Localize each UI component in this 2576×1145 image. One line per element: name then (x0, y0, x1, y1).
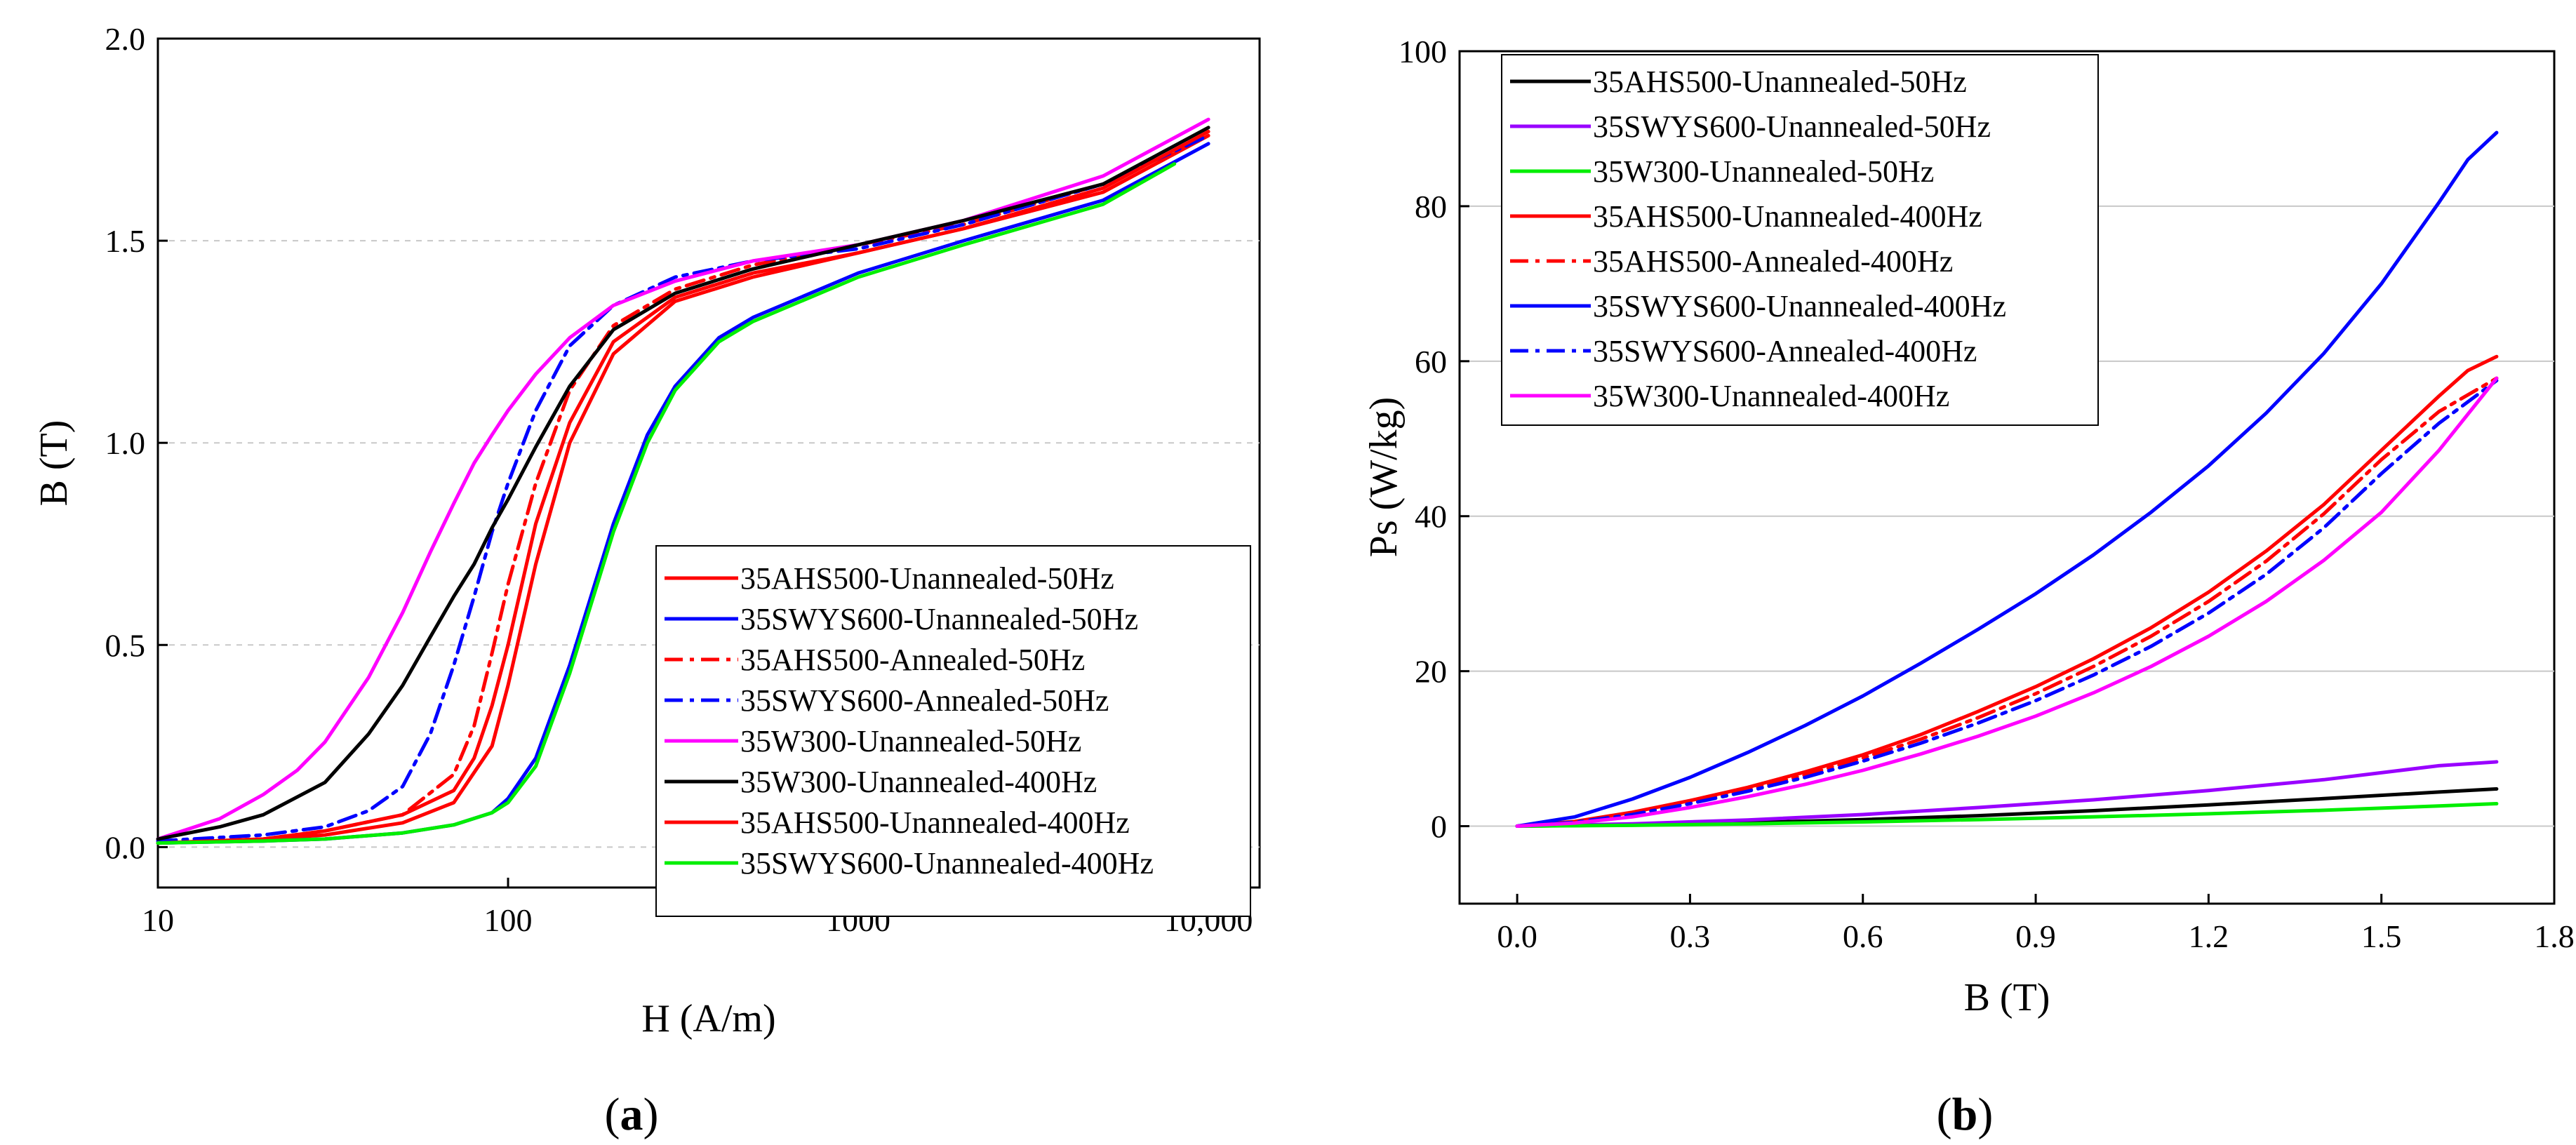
panel-a-x-axis-title: H (A/m) (641, 997, 775, 1040)
y-tick-label: 0 (1431, 809, 1447, 845)
legend-label: 35SWYS600-Unannealed-400Hz (740, 846, 1154, 880)
x-tick-label: 100 (484, 902, 533, 938)
series-line-2 (1515, 760, 2499, 828)
y-tick-label: 80 (1415, 189, 1447, 225)
series-line-6 (1515, 130, 2499, 828)
panel-a-y-axis-title: B (T) (32, 420, 76, 507)
panel-b-plot-frame (1458, 50, 2556, 905)
legend-label: 35SWYS600-Unannealed-400Hz (1593, 289, 2006, 323)
y-tick-label: 60 (1415, 344, 1447, 380)
x-tick-label: 10 (142, 902, 174, 938)
y-tick-label: 0.0 (105, 829, 146, 865)
y-tick-label: 20 (1415, 654, 1447, 690)
legend-label: 35AHS500-Unannealed-50Hz (740, 561, 1114, 596)
legend-label: 35AHS500-Unannealed-400Hz (1593, 199, 1982, 234)
series-line-3 (1515, 802, 2499, 828)
panel-b-x-axis-title: B (T) (1964, 976, 2050, 1019)
series-line-7 (1515, 378, 2499, 828)
series-line-5 (156, 117, 1210, 841)
y-tick-label: 1.5 (105, 223, 146, 259)
x-tick-label: 1.8 (2534, 918, 2575, 954)
series-line-4 (1515, 354, 2499, 828)
panel-a-legend-box (655, 545, 1251, 917)
panel-a-caption: (a) (605, 1089, 659, 1140)
series-line-4 (156, 133, 1210, 843)
x-tick-label: 1.2 (2189, 918, 2229, 954)
legend-label: 35SWYS600-Annealed-50Hz (740, 683, 1109, 718)
panel-b-y-ticks: 0 20 40 60 80 100 (1399, 34, 1469, 845)
panel-a-legend: 35AHS500-Unannealed-50Hz 35SWYS600-Unanne… (655, 545, 1251, 917)
panel-b-legend: 35AHS500-Unannealed-50Hz 35SWYS600-Unanne… (1501, 54, 2099, 426)
panel-a-series-group (156, 117, 1210, 845)
x-tick-label: 0.3 (1670, 918, 1711, 954)
legend-label: 35SWYS600-Unannealed-50Hz (1593, 109, 1991, 144)
panel-a-y-ticks: 0.0 0.5 1.0 1.5 2.0 (105, 21, 168, 865)
legend-label: 35SWYS600-Annealed-400Hz (1593, 334, 1977, 368)
series-line-8 (156, 162, 1177, 845)
legend-label: 35W300-Unannealed-50Hz (740, 724, 1081, 758)
panel-b-chart: 0.0 0.3 0.6 0.9 1.2 1.5 1.8 0 20 40 60 80 100 B (T)… (1362, 34, 2575, 1140)
panel-b-y-axis-title: Ps (W/kg) (1362, 397, 1406, 558)
panel-b-legend-box (1501, 54, 2099, 426)
x-tick-label: 0.0 (1497, 918, 1537, 954)
panel-a-letter: a (620, 1089, 643, 1140)
legend-label: 35AHS500-Unannealed-400Hz (740, 805, 1130, 840)
panel-b-series-group (1515, 130, 2499, 828)
legend-label: 35W300-Unannealed-50Hz (1593, 154, 1934, 189)
panel-b-x-ticks: 0.0 0.3 0.6 0.9 1.2 1.5 1.8 (1497, 894, 2575, 954)
legend-label: 35AHS500-Unannealed-50Hz (1593, 65, 1967, 99)
y-tick-label: 0.5 (105, 627, 146, 663)
y-tick-label: 2.0 (105, 21, 146, 57)
series-line-6 (156, 126, 1210, 841)
series-line-5 (1515, 376, 2499, 828)
panel-b-letter: b (1952, 1089, 1978, 1140)
x-tick-label: 0.9 (2015, 918, 2056, 954)
legend-label: 35W300-Unannealed-400Hz (740, 765, 1097, 799)
series-line-7 (156, 130, 1210, 845)
y-tick-label: 100 (1399, 34, 1447, 69)
x-tick-label: 1.5 (2361, 918, 2402, 954)
x-tick-label: 0.6 (1843, 918, 1883, 954)
legend-label: 35AHS500-Annealed-400Hz (1593, 244, 1953, 279)
legend-label: 35W300-Unannealed-400Hz (1593, 379, 1949, 413)
panel-a-chart: 10 100 1000 10,000 0.00.51.01.52.0 H (A/m) … (32, 21, 1261, 1140)
y-tick-label: 1.0 (105, 425, 146, 461)
y-tick-label: 40 (1415, 499, 1447, 535)
panel-b-caption: (b) (1937, 1089, 1994, 1140)
legend-label: 35AHS500-Annealed-50Hz (740, 643, 1085, 677)
series-line-8 (1515, 376, 2499, 828)
legend-label: 35SWYS600-Unannealed-50Hz (740, 602, 1138, 636)
